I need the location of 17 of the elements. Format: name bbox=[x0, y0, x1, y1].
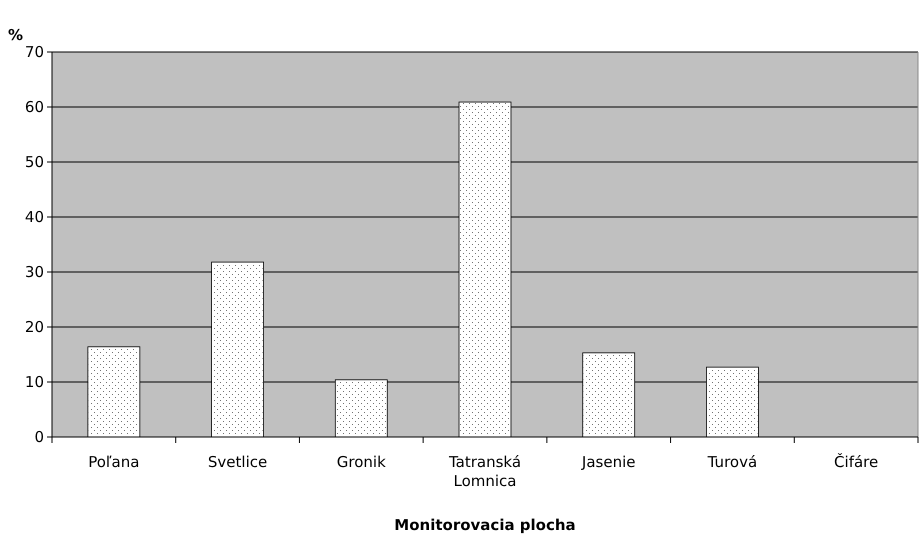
y-axis-title: % bbox=[8, 26, 24, 44]
x-axis-title: Monitorovacia plocha bbox=[394, 516, 576, 534]
x-tick-label: Poľana bbox=[88, 453, 140, 471]
y-tick-label: 20 bbox=[24, 318, 44, 336]
y-tick-label: 40 bbox=[24, 208, 44, 226]
x-tick-label: Gronik bbox=[336, 453, 386, 471]
y-tick-label: 0 bbox=[34, 428, 44, 446]
y-tick-label: 50 bbox=[24, 152, 44, 171]
x-tick-label: Svetlice bbox=[208, 453, 268, 471]
x-tick-label: Čifáre bbox=[834, 453, 878, 471]
y-tick-label: 10 bbox=[24, 372, 44, 391]
y-tick-label: 70 bbox=[24, 42, 44, 61]
y-tick-label: 30 bbox=[24, 262, 44, 281]
x-tick-label: Jasenie bbox=[580, 453, 636, 471]
y-tick-label: 60 bbox=[24, 98, 44, 116]
x-tick-label: Turová bbox=[706, 453, 758, 471]
x-tick-label: Tatranská Lomnica bbox=[448, 453, 522, 490]
